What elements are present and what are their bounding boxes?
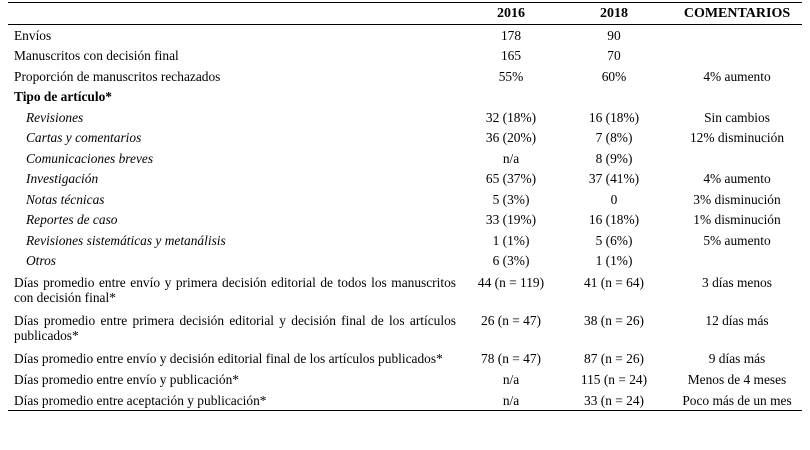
value-2016: 178	[500, 27, 522, 43]
header-2018: 2018	[600, 6, 628, 21]
table-row: Envíos 178 90	[8, 24, 802, 45]
row-label: Investigación	[26, 171, 99, 186]
statistics-table: 2016 2018 COMENTARIOS Envíos 178 90 Manu…	[8, 2, 802, 411]
value-2016: 26 (n = 47)	[481, 312, 541, 328]
comment: Menos de 4 meses	[687, 372, 787, 387]
value-2016: 32 (18%)	[485, 109, 537, 125]
comment: 5% aumento	[703, 232, 771, 248]
row-label: Días promedio entre aceptación y publica…	[14, 392, 267, 408]
comment	[672, 250, 802, 271]
value-2018	[556, 86, 672, 107]
comment: 3 días menos	[702, 274, 772, 290]
table-header-row: 2016 2018 COMENTARIOS	[8, 2, 802, 25]
table-row: Manuscritos con decisión final 165 70	[8, 45, 802, 66]
value-2016: 1 (1%)	[492, 232, 530, 248]
value-2018: 60%	[601, 68, 627, 84]
header-label	[8, 3, 466, 25]
value-2016: n/a	[502, 150, 520, 166]
comment: 12% disminución	[689, 130, 785, 145]
value-2016: 44 (n = 119)	[477, 274, 545, 290]
row-label: Días promedio entre envío y primera deci…	[14, 274, 456, 306]
value-2018: 5 (6%)	[595, 232, 633, 248]
row-label: Reportes de caso	[26, 212, 118, 227]
value-2016: 78 (n = 47)	[481, 350, 541, 366]
section-heading-row: Tipo de artículo*	[8, 86, 802, 107]
comment: 3% disminución	[693, 191, 781, 207]
table-row: Reportes de caso 33 (19%) 16 (18%) 1% di…	[8, 209, 802, 230]
value-2016: 165	[500, 48, 522, 63]
value-2018: 0	[610, 191, 618, 207]
comment: 12 días más	[705, 312, 769, 328]
value-2016: n/a	[502, 392, 520, 408]
table-row: Proporción de manuscritos rechazados 55%…	[8, 66, 802, 87]
row-label: Comunicaciones breves	[26, 150, 154, 166]
value-2018: 38 (n = 26)	[584, 312, 644, 328]
section-heading: Tipo de artículo*	[14, 89, 112, 104]
row-label: Días promedio entre primera decisión edi…	[14, 312, 456, 344]
table-row: Revisiones sistemáticas y metanálisis 1 …	[8, 230, 802, 251]
table-row: Investigación 65 (37%) 37 (41%) 4% aumen…	[8, 168, 802, 189]
table-row: Días promedio entre envío y publicación*…	[8, 369, 802, 390]
row-label: Días promedio entre envío y publicación*	[14, 372, 239, 387]
table-row: Días promedio entre envío y decisión edi…	[8, 347, 802, 370]
value-2016: n/a	[502, 372, 520, 387]
comment	[672, 148, 802, 169]
value-2016: 36 (20%)	[485, 130, 537, 145]
header-2016: 2016	[497, 6, 525, 21]
row-label: Manuscritos con decisión final	[14, 48, 179, 63]
table-row: Notas técnicas 5 (3%) 0 3% disminución	[8, 189, 802, 210]
row-label: Envíos	[14, 27, 52, 43]
value-2018: 16 (18%)	[588, 212, 640, 227]
table-row: Días promedio entre envío y primera deci…	[8, 271, 802, 309]
comment	[672, 45, 802, 66]
comment: 1% disminución	[693, 212, 781, 227]
value-2016: 33 (19%)	[485, 212, 537, 227]
table-row: Días promedio entre aceptación y publica…	[8, 390, 802, 411]
value-2018: 7 (8%)	[595, 130, 633, 145]
row-label: Días promedio entre envío y decisión edi…	[14, 350, 443, 366]
table-row: Comunicaciones breves n/a 8 (9%)	[8, 148, 802, 169]
comment	[672, 86, 802, 107]
table-row: Días promedio entre primera decisión edi…	[8, 309, 802, 347]
comment: Poco más de un mes	[682, 392, 792, 408]
row-label: Otros	[26, 253, 57, 268]
value-2018: 70	[607, 48, 621, 63]
value-2018: 37 (41%)	[588, 171, 640, 186]
row-label: Cartas y comentarios	[26, 130, 142, 145]
comment	[672, 24, 802, 45]
value-2016: 6 (3%)	[492, 253, 530, 268]
table-row: Otros 6 (3%) 1 (1%)	[8, 250, 802, 271]
comment: Sin cambios	[704, 109, 770, 125]
value-2018: 33 (n = 24)	[584, 392, 644, 408]
value-2016: 55%	[498, 68, 524, 84]
value-2016: 5 (3%)	[492, 191, 530, 207]
value-2018: 90	[607, 27, 621, 43]
comment: 9 días más	[708, 350, 766, 366]
table-row: Cartas y comentarios 36 (20%) 7 (8%) 12%…	[8, 127, 802, 148]
row-label: Proporción de manuscritos rechazados	[14, 68, 221, 84]
value-2016	[466, 86, 556, 107]
row-label: Notas técnicas	[26, 191, 105, 207]
value-2018: 8 (9%)	[595, 150, 633, 166]
value-2018: 16 (18%)	[588, 109, 640, 125]
comment: 4% aumento	[703, 68, 771, 84]
table-row: Revisiones 32 (18%) 16 (18%) Sin cambios	[8, 107, 802, 128]
value-2018: 41 (n = 64)	[584, 274, 644, 290]
header-comments: COMENTARIOS	[683, 6, 791, 21]
comment: 4% aumento	[703, 171, 771, 186]
value-2018: 115 (n = 24)	[580, 372, 648, 387]
row-label: Revisiones	[26, 109, 84, 125]
row-label: Revisiones sistemáticas y metanálisis	[26, 232, 226, 248]
value-2016: 65 (37%)	[485, 171, 537, 186]
value-2018: 87 (n = 26)	[584, 350, 644, 366]
value-2018: 1 (1%)	[595, 253, 633, 268]
